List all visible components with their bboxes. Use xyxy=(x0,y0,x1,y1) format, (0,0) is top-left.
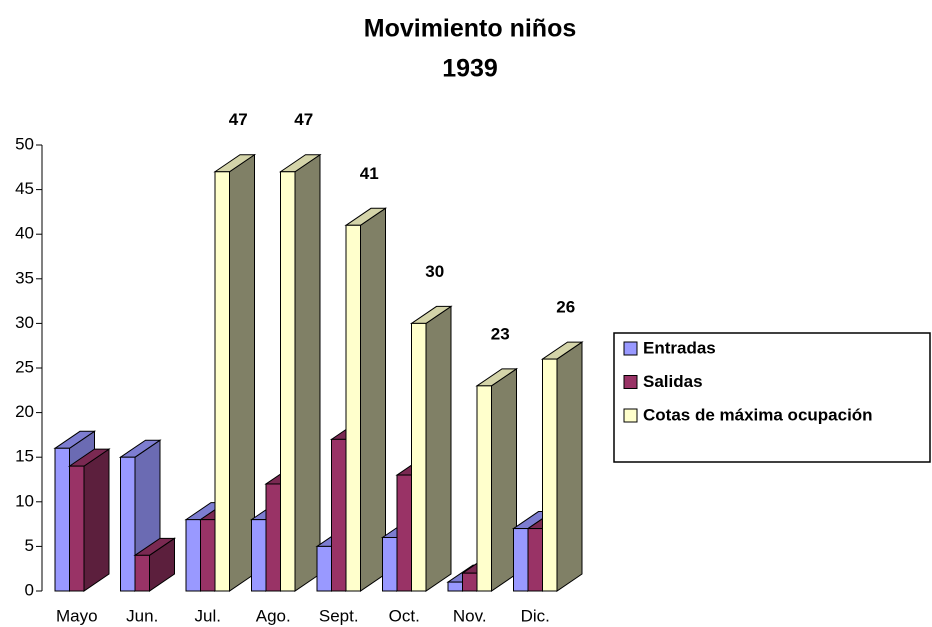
legend-swatch xyxy=(623,341,638,356)
data-label: 47 xyxy=(294,110,313,129)
legend-label: Salidas xyxy=(643,372,703,391)
bar-front xyxy=(396,474,412,592)
bar-front xyxy=(527,528,543,592)
legend-swatch xyxy=(623,408,638,423)
y-tick-label: 10 xyxy=(15,491,34,510)
bar-front xyxy=(316,545,332,592)
data-label: 47 xyxy=(229,110,248,129)
y-tick-label: 30 xyxy=(15,313,34,332)
bar-front xyxy=(411,322,427,592)
y-tick-label: 15 xyxy=(15,447,34,466)
bar-front xyxy=(280,171,296,592)
bar xyxy=(475,367,519,592)
bar xyxy=(278,153,322,592)
bar-side xyxy=(294,153,321,592)
legend-label: Entradas xyxy=(643,338,716,357)
y-tick-label: 5 xyxy=(25,536,34,555)
bar xyxy=(344,207,388,592)
bar xyxy=(540,341,584,592)
bar-front xyxy=(462,572,478,592)
bar xyxy=(67,448,111,592)
y-tick-label: 35 xyxy=(15,268,34,287)
data-label: 41 xyxy=(360,164,379,183)
y-tick-label: 25 xyxy=(15,357,34,376)
bar-front xyxy=(251,519,267,592)
legend-swatch xyxy=(623,375,638,389)
bar-front xyxy=(265,483,281,592)
bar-front xyxy=(134,554,150,592)
x-tick-label: Jul. xyxy=(195,606,221,625)
x-tick-label: Sept. xyxy=(319,606,359,625)
x-tick-label: Nov. xyxy=(453,606,487,625)
bar xyxy=(213,153,257,592)
bar-front xyxy=(69,465,85,592)
bar-front xyxy=(185,519,201,592)
bar-front xyxy=(447,581,463,592)
chart-subtitle: 1939 xyxy=(442,55,498,83)
bar-front xyxy=(513,528,529,592)
x-tick-label: Dic. xyxy=(521,606,550,625)
y-tick-label: 0 xyxy=(25,580,34,599)
bar-front xyxy=(200,519,216,592)
chart-title: Movimiento niños xyxy=(364,15,577,43)
x-tick-label: Oct. xyxy=(389,606,420,625)
bar-side xyxy=(229,153,255,592)
legend-box xyxy=(613,332,931,463)
bar xyxy=(409,305,453,592)
bar-side xyxy=(491,367,517,592)
bar-front xyxy=(542,358,558,592)
bar-front xyxy=(54,447,70,592)
bar-side xyxy=(425,305,452,592)
y-tick-label: 45 xyxy=(15,179,34,198)
x-tick-label: Mayo xyxy=(56,606,98,625)
y-tick-label: 40 xyxy=(15,224,34,243)
data-label: 23 xyxy=(491,324,510,343)
data-label: 30 xyxy=(425,262,444,281)
bar-front xyxy=(382,536,398,592)
bar xyxy=(133,537,177,592)
bar-front xyxy=(120,456,136,592)
y-tick-label: 50 xyxy=(15,134,34,153)
bar-side xyxy=(83,448,110,592)
x-tick-label: Ago. xyxy=(256,606,291,625)
bar-front xyxy=(345,224,361,592)
x-tick-label: Jun. xyxy=(126,606,158,625)
bar-front xyxy=(476,385,492,592)
bar-side xyxy=(360,207,386,592)
bar-side xyxy=(556,341,583,592)
data-label: 26 xyxy=(556,298,575,317)
bar-front xyxy=(331,438,347,592)
bar-front xyxy=(214,171,230,592)
y-tick-label: 20 xyxy=(15,402,34,421)
legend-label: Cotas de máxima ocupación xyxy=(643,405,873,424)
